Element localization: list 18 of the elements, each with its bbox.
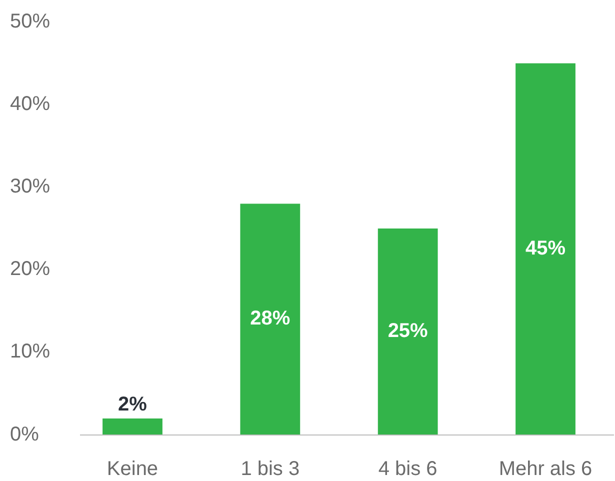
bar — [102, 418, 162, 435]
y-tick-label: 0% — [10, 423, 40, 446]
y-tick-label: 40% — [10, 92, 50, 115]
bar — [240, 204, 300, 435]
y-tick-label: 30% — [10, 175, 50, 198]
data-label: 25% — [388, 320, 428, 342]
data-label: 28% — [250, 308, 290, 330]
y-tick-label: 50% — [10, 10, 50, 32]
x-tick-label: Mehr als 6 — [498, 458, 592, 480]
x-tick-label: 4 bis 6 — [378, 458, 438, 480]
data-label: 2% — [118, 393, 148, 416]
bar — [516, 63, 576, 435]
y-tick-label: 10% — [10, 340, 50, 363]
x-tick-label: Keine — [106, 458, 158, 480]
data-label: 45% — [525, 237, 566, 260]
x-tick-label: 1 bis 3 — [240, 458, 300, 480]
bar — [378, 228, 438, 435]
y-tick-label: 20% — [10, 258, 50, 280]
